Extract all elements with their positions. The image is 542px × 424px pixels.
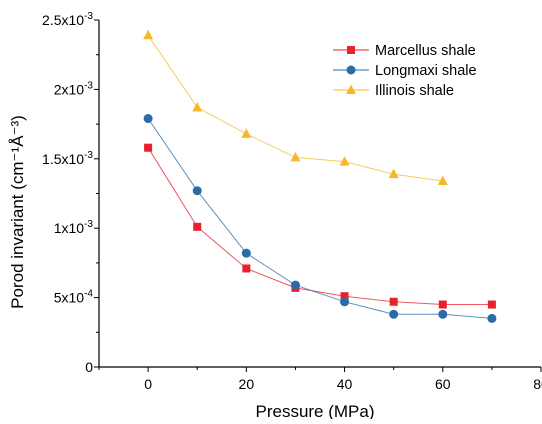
- data-point: [242, 264, 251, 273]
- data-point: [290, 280, 300, 290]
- x-tick-label: 60: [435, 376, 451, 392]
- x-tick-label: 0: [144, 376, 152, 392]
- data-point: [389, 297, 398, 306]
- legend-item: Longmaxi shale: [333, 63, 477, 79]
- data-point: [143, 114, 153, 124]
- data-point: [241, 248, 251, 258]
- data-point: [192, 101, 203, 112]
- legend-marker: [346, 84, 356, 94]
- x-axis-label: Pressure (MPa): [255, 402, 374, 419]
- series-illinois-shale: [143, 29, 448, 186]
- y-tick-label: 2x10-3: [54, 80, 94, 97]
- series-line: [147, 118, 492, 319]
- series-marcellus-shale: [144, 143, 496, 309]
- y-tick-label: 2.5x10-3: [42, 11, 93, 28]
- series-longmaxi-shale: [143, 114, 497, 323]
- legend-item: Marcellus shale: [333, 43, 476, 59]
- data-point: [438, 309, 448, 319]
- legend-label: Illinois shale: [375, 83, 454, 99]
- x-tick-label: 20: [239, 376, 255, 392]
- y-tick-label: 0: [85, 359, 93, 375]
- data-point: [340, 297, 350, 307]
- data-point: [437, 175, 448, 186]
- data-point: [192, 186, 202, 196]
- data-point: [143, 29, 154, 40]
- data-point: [193, 222, 202, 231]
- data-point: [241, 128, 252, 138]
- legend-label: Longmaxi shale: [375, 63, 477, 79]
- x-tick-label: 40: [337, 376, 353, 392]
- data-point: [290, 151, 301, 162]
- data-point: [144, 143, 153, 152]
- data-point: [339, 156, 350, 166]
- data-point: [340, 292, 349, 301]
- series-layer: [143, 29, 497, 323]
- legend-marker: [347, 46, 355, 54]
- y-tick-label: 5x10-4: [54, 289, 94, 306]
- y-axis-label: Porod invariant (cm⁻¹Å⁻³): [8, 115, 27, 309]
- legend-item: Illinois shale: [333, 83, 454, 99]
- data-point: [438, 300, 447, 309]
- legend-label: Marcellus shale: [375, 43, 476, 59]
- axes: 0 20 40 60 80 0 5x10-4 1x10-3 1.5x10-3 2x10-3 2.5x…: [42, 11, 542, 392]
- legend: Marcellus shale Longmaxi shale Illinois sh…: [333, 43, 477, 99]
- data-point: [487, 313, 497, 323]
- data-point: [388, 168, 399, 179]
- data-point: [389, 309, 399, 319]
- x-tick-label: 80: [533, 376, 542, 392]
- y-tick-label: 1x10-3: [54, 219, 94, 236]
- data-point: [487, 300, 496, 309]
- legend-marker: [346, 65, 356, 75]
- y-tick-label: 1.5x10-3: [42, 150, 93, 167]
- series-line: [147, 147, 492, 305]
